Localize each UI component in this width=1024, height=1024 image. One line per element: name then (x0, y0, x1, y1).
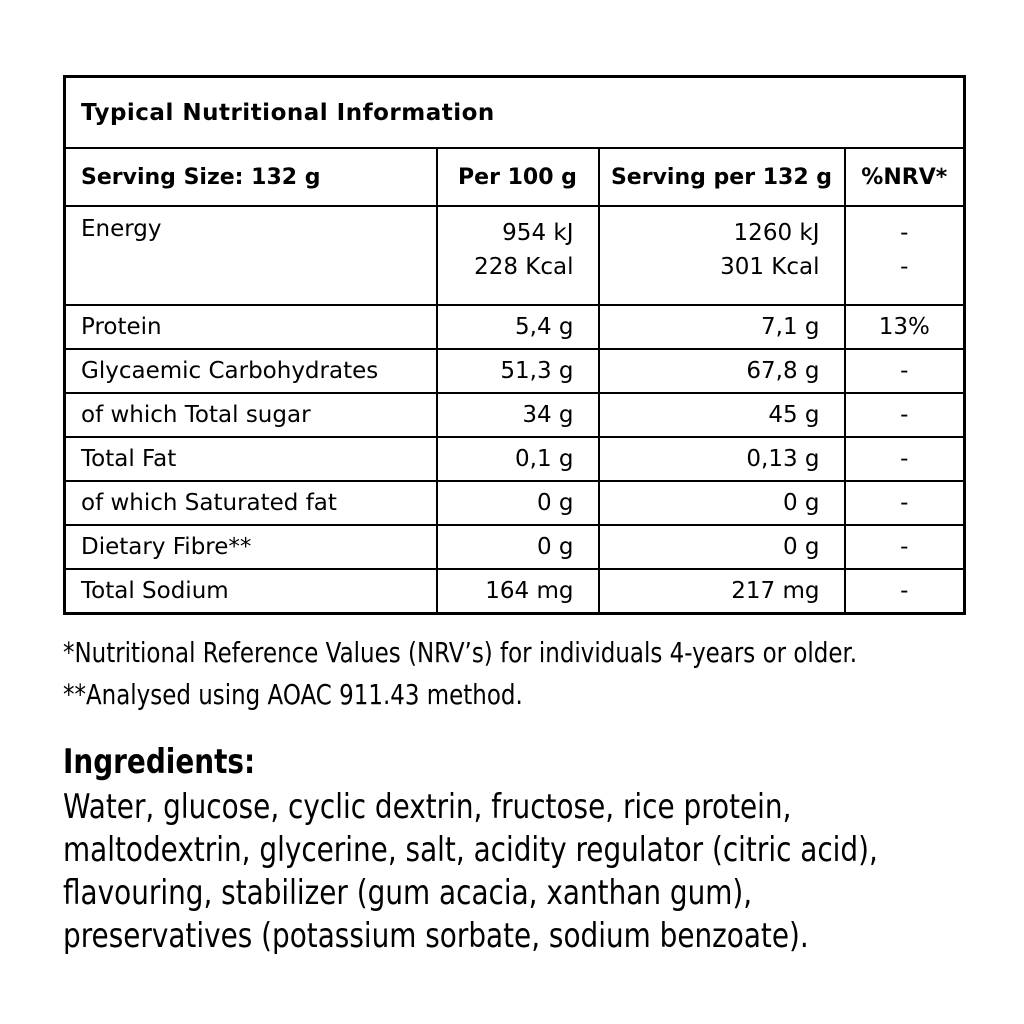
nrv-value: 13% (843, 304, 966, 350)
header-nrv: %NRV* (843, 147, 966, 207)
ingredients-line: Water, glucose, cyclic dextrin, fructose… (63, 787, 792, 827)
nrv-value: - (843, 436, 966, 482)
header-per-serving: Serving per 132 g (597, 147, 846, 207)
nutrient-label: of which Total sugar (63, 392, 438, 438)
nrv-value: - (843, 480, 966, 526)
label-content: Typical Nutritional Information Serving … (63, 75, 967, 958)
ingredients-section: Ingredients: Water, glucose, cyclic dext… (63, 741, 963, 958)
per-100g-value: 51,3 g (435, 348, 600, 394)
nutrient-label: of which Saturated fat (63, 480, 438, 526)
per-serving-value: 1260 kJ 301 Kcal (597, 205, 846, 306)
energy-kcal-per-serving: 301 Kcal (720, 254, 820, 280)
per-100g-value: 34 g (435, 392, 600, 438)
row-total-sugar: of which Total sugar 34 g 45 g - (63, 392, 966, 438)
footnote-aoac: **Analysed using AOAC 911.43 method. (63, 678, 523, 711)
energy-kj-per-serving: 1260 kJ (733, 220, 820, 246)
per-100g-value: 954 kJ 228 Kcal (435, 205, 600, 306)
ingredients-line: flavouring, stabilizer (gum acacia, xant… (63, 873, 753, 913)
footnotes: *Nutritional Reference Values (NRV’s) fo… (63, 632, 963, 716)
row-saturated-fat: of which Saturated fat 0 g 0 g - (63, 480, 966, 526)
header-per-100g: Per 100 g (435, 147, 600, 207)
ingredients-line: preservatives (potassium sorbate, sodium… (63, 916, 809, 956)
energy-kj-per-100g: 954 kJ (502, 220, 574, 246)
footnote-nrv: *Nutritional Reference Values (NRV’s) fo… (63, 636, 858, 669)
per-serving-value: 0 g (597, 524, 846, 570)
row-dietary-fibre: Dietary Fibre** 0 g 0 g - (63, 524, 966, 570)
nutrition-table: Typical Nutritional Information Serving … (63, 75, 967, 615)
per-serving-value: 67,8 g (597, 348, 846, 394)
header-row: Serving Size: 132 g Per 100 g Serving pe… (63, 147, 966, 207)
table-title: Typical Nutritional Information (63, 75, 966, 149)
nrv-value: - - (843, 205, 966, 306)
per-100g-value: 0 g (435, 480, 600, 526)
per-100g-value: 5,4 g (435, 304, 600, 350)
nutrient-label: Glycaemic Carbohydrates (63, 348, 438, 394)
row-glycaemic-carbohydrates: Glycaemic Carbohydrates 51,3 g 67,8 g - (63, 348, 966, 394)
nrv-value: - (843, 524, 966, 570)
per-100g-value: 0,1 g (435, 436, 600, 482)
per-serving-value: 45 g (597, 392, 846, 438)
energy-kcal-per-100g: 228 Kcal (474, 254, 574, 280)
row-total-fat: Total Fat 0,1 g 0,13 g - (63, 436, 966, 482)
per-100g-value: 164 mg (435, 568, 600, 615)
per-100g-value: 0 g (435, 524, 600, 570)
row-energy: Energy 954 kJ 228 Kcal 1260 kJ 301 Kcal … (63, 205, 966, 306)
per-serving-value: 217 mg (597, 568, 846, 615)
ingredients-heading: Ingredients: (63, 742, 256, 782)
nrv-value: - (843, 568, 966, 615)
title-row: Typical Nutritional Information (63, 75, 966, 149)
per-serving-value: 0,13 g (597, 436, 846, 482)
row-total-sodium: Total Sodium 164 mg 217 mg - (63, 568, 966, 615)
nutrient-label: Energy (63, 205, 438, 306)
ingredients-line: maltodextrin, glycerine, salt, acidity r… (63, 830, 878, 870)
row-protein: Protein 5,4 g 7,1 g 13% (63, 304, 966, 350)
nutrient-label: Total Fat (63, 436, 438, 482)
nrv-value: - (843, 392, 966, 438)
energy-nrv-line1: - (900, 220, 909, 246)
nrv-value: - (843, 348, 966, 394)
per-serving-value: 0 g (597, 480, 846, 526)
energy-nrv-line2: - (900, 254, 909, 280)
nutrient-label: Total Sodium (63, 568, 438, 615)
nutrient-label: Dietary Fibre** (63, 524, 438, 570)
per-serving-value: 7,1 g (597, 304, 846, 350)
header-serving-size: Serving Size: 132 g (63, 147, 438, 207)
nutrient-label: Protein (63, 304, 438, 350)
